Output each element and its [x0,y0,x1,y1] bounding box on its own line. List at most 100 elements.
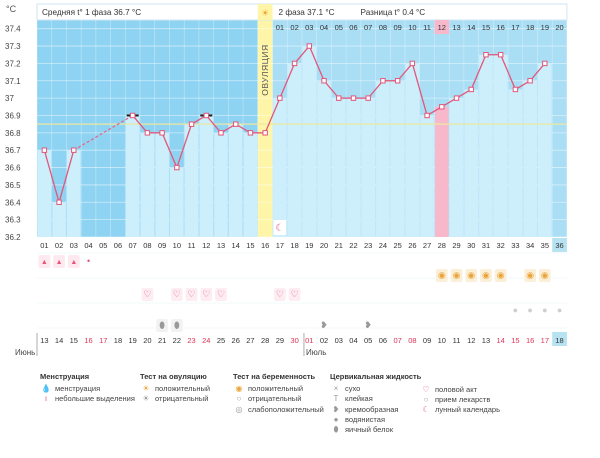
temperature-line [397,62,413,82]
temperature-point [129,112,136,119]
egg-white-icon-cell [156,319,168,332]
cycle-day-label: 02 [55,241,63,250]
y-tick-label: 37.2 [5,59,21,68]
calendar-date-label: 12 [467,336,475,345]
small-drop-icon: ı [44,394,48,404]
temperature-line [323,80,340,99]
current-day-cell [552,238,567,252]
cycle-day-label: 09 [158,241,166,250]
phase2-day-label: 10 [408,23,416,32]
phase2-day-label: 02 [290,23,298,32]
month-label: Июнь [15,348,35,357]
legend-item: ⬮ яичный белок [330,425,421,435]
positive-test-icon: ◉ [541,270,549,280]
positive-test-icon: ◉ [438,270,446,280]
menstruation-drop-icon: ▲ [56,259,63,266]
temperature-bar [228,124,243,237]
temperature-point [41,147,48,153]
creamy-icon: ❥ [332,404,340,414]
temperature-point [188,121,195,127]
temperature-bar [37,150,52,237]
heart-icon: ♡ [422,385,430,394]
calendar-date-label: 24 [202,336,210,345]
temperature-point [394,78,401,84]
temperature-line [176,123,193,168]
legend-column: Тест на овуляцию ☀ положительный ☀ отрицател… [140,372,210,405]
calendar-date-label: 05 [364,336,372,345]
phase2-day-label: 03 [305,23,313,32]
cycle-day-label: 07 [129,241,137,250]
temperature-bar [464,89,479,237]
legend-item: ☀ положительный [140,384,210,394]
gray-sun-icon: ☀ [142,394,150,404]
egg-white-icon: ⬮ [333,425,339,435]
temperature-point [336,95,342,101]
positive-test-icon-cell [538,269,551,282]
sun-icon: ☀ [261,8,269,18]
negative-test-icon: ○ [236,394,242,404]
temperature-point [365,95,371,101]
phase2-day-label: 07 [364,23,372,32]
calendar-date-label: 01 [305,336,313,345]
temperature-bar [214,132,228,237]
phase2-day-label: 01 [276,23,284,32]
positive-test-icon-cell [494,269,507,282]
menstruation-drop-icon: ▲ [70,259,77,266]
heart-icon-cell [170,288,183,301]
calendar-date-label: 19 [129,336,137,345]
temperature-point [144,130,151,136]
y-tick-label: 36.2 [5,233,21,242]
temperature-point [497,52,504,58]
temperature-point [56,199,62,205]
heart-icon-cell [274,288,286,301]
calendar-date-label: 07 [393,336,401,345]
ovulation-label: ОВУЛЯЦИЯ [260,44,270,95]
legend-label: сухо [345,384,361,394]
temperature-bar [52,202,66,237]
temperature-point [453,95,460,101]
sticky-icon: T [333,394,339,404]
temperature-point [512,86,519,93]
y-tick-label: 37.1 [5,77,21,86]
legend-item: ı небольшие выделения [40,394,135,404]
temperature-line [367,80,384,99]
positive-test-icon-cell [450,269,463,282]
temperature-bar [434,106,449,237]
legend-item: ☾ лунный календарь [420,405,500,415]
heart-icon: ♡ [202,289,210,299]
temperature-point [262,130,268,136]
phase2-day-label: 13 [452,23,460,32]
cycle-day-label: 18 [290,241,298,250]
pill-icon: ○ [423,395,429,405]
legend-label: водянистая [345,414,386,424]
cycle-day-label: 30 [467,241,475,250]
temperature-bar [169,167,184,237]
temperature-point [542,60,548,67]
cycle-day-label: 34 [526,241,534,250]
cycle-day-label: 25 [393,241,401,250]
calendar-date-label: 03 [335,336,343,345]
watery-icon: ● [333,414,339,424]
legend-item: ◎ слабоположительный [233,405,324,415]
negative-test-icon: ● [527,305,532,315]
temperature-bar [66,150,81,237]
positive-test-icon-cell [435,269,448,282]
legend-label: отрицательный [248,394,302,404]
cycle-day-label: 15 [246,241,254,250]
temperature-bar [420,115,434,237]
negative-test-icon: ● [542,305,547,315]
y-tick-label: 36.6 [5,164,21,173]
cycle-day-label: 11 [188,241,196,250]
calendar-date-label: 09 [423,336,431,345]
cycle-day-label: 14 [232,241,240,250]
calendar-date-label: 15 [70,336,78,345]
cycle-day-label: 06 [114,241,122,250]
cycle-day-label: 03 [70,241,78,250]
temperature-bar [405,63,420,238]
negative-test-icon: ● [513,305,518,315]
heart-icon: ♡ [173,289,181,299]
temperature-bar [449,98,464,238]
y-tick-label: 36.9 [5,111,21,120]
phase2-day-label: 16 [497,23,505,32]
